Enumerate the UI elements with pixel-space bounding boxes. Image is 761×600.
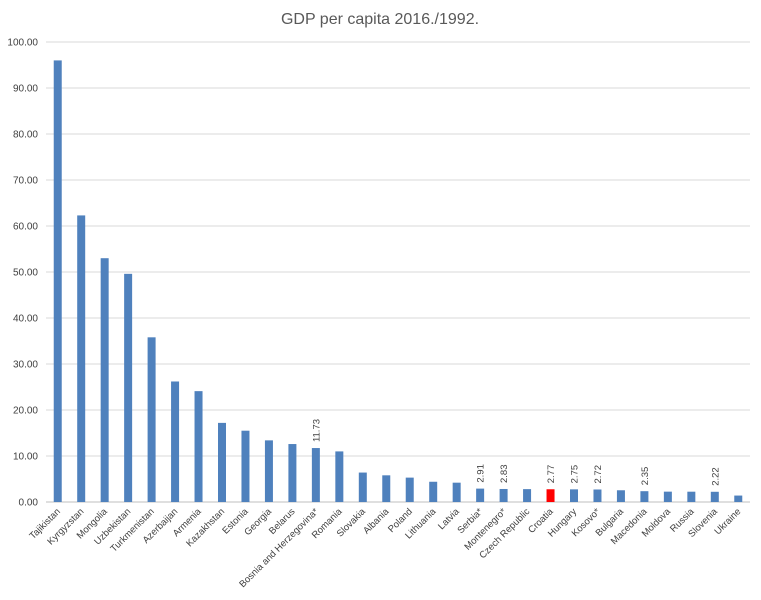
bar xyxy=(53,60,62,503)
x-tick-label: Albania xyxy=(361,506,392,537)
bar xyxy=(710,491,719,502)
bar xyxy=(687,491,696,502)
x-axis-ticks: TajikistanKyrgyzstanMongoliaUzbekistanTu… xyxy=(27,506,743,590)
bar xyxy=(311,448,320,502)
data-label: 2.22 xyxy=(710,467,721,486)
bar xyxy=(663,491,672,502)
bar xyxy=(499,488,508,502)
bar xyxy=(77,215,86,503)
y-axis-ticks: 0.00 10.00 20.00 30.00 40.00 50.00 60.00 70.00 8… xyxy=(7,38,38,509)
bar xyxy=(288,444,297,502)
bar xyxy=(382,475,391,502)
bar xyxy=(616,490,625,502)
bar xyxy=(546,489,555,502)
bar xyxy=(734,495,743,502)
y-tick-label: 70.00 xyxy=(13,176,38,187)
y-tick-label: 10.00 xyxy=(13,452,38,463)
y-tick-label: 50.00 xyxy=(13,268,38,279)
bar xyxy=(124,273,133,502)
data-labels: 11.73 2.91 2.83 2.77 2.75 2.72 2.35 2.22 xyxy=(311,419,721,486)
bar xyxy=(358,472,367,502)
bar xyxy=(593,489,602,502)
data-label: 2.91 xyxy=(476,464,487,483)
data-label: 2.75 xyxy=(570,465,581,484)
bar xyxy=(194,391,203,502)
y-tick-label: 80.00 xyxy=(13,130,38,141)
bar xyxy=(640,491,649,502)
bar xyxy=(452,482,461,502)
bar xyxy=(405,477,414,502)
chart-title: GDP per capita 2016./1992. xyxy=(281,11,479,28)
bars xyxy=(53,60,743,503)
y-tick-label: 60.00 xyxy=(13,222,38,233)
y-tick-label: 20.00 xyxy=(13,406,38,417)
y-tick-label: 100.00 xyxy=(7,38,38,49)
y-tick-label: 90.00 xyxy=(13,84,38,95)
data-label: 2.83 xyxy=(499,464,510,482)
bar xyxy=(570,489,578,502)
bar xyxy=(264,440,273,502)
data-label: 11.73 xyxy=(311,419,322,442)
bar xyxy=(241,430,250,502)
gridlines xyxy=(46,41,750,503)
data-label: 2.35 xyxy=(640,467,651,486)
x-tick-label: Ukraine xyxy=(712,506,743,537)
data-label: 2.72 xyxy=(593,465,604,484)
bar xyxy=(335,451,344,502)
bar xyxy=(218,422,226,502)
bar xyxy=(523,489,532,502)
bar xyxy=(100,258,109,502)
bar xyxy=(147,337,156,502)
data-label: 2.77 xyxy=(546,465,557,484)
y-tick-label: 40.00 xyxy=(13,314,38,325)
bar xyxy=(476,488,485,502)
y-tick-label: 0.00 xyxy=(19,498,39,509)
bar xyxy=(429,481,438,502)
bar xyxy=(171,381,180,502)
y-tick-label: 30.00 xyxy=(13,360,38,371)
